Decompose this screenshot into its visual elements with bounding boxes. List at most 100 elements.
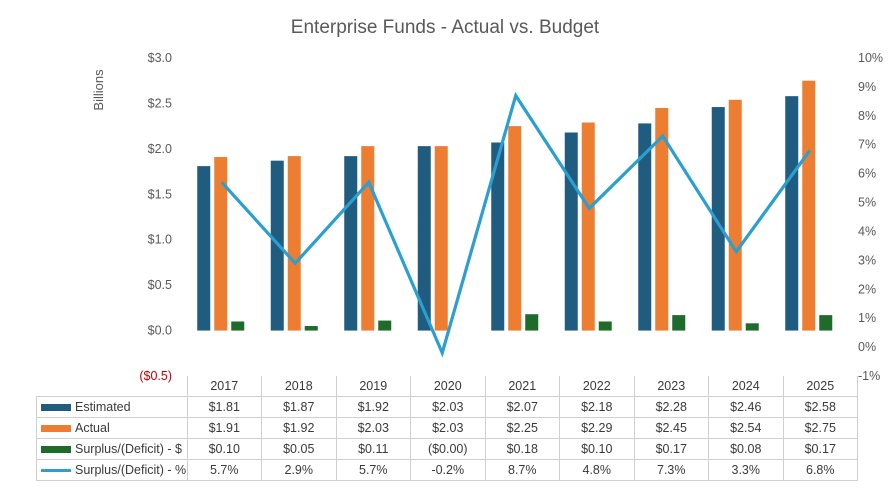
data-label: $2.29	[559, 417, 635, 439]
right-tick-label: -1%	[858, 369, 880, 383]
bar-estimated-2025	[785, 96, 799, 331]
x-tick-label: 2022	[559, 376, 635, 397]
left-tick-label: $1.0	[148, 233, 172, 247]
data-label: $2.58	[782, 396, 858, 418]
bar-surplus-deficit-2025	[819, 315, 833, 331]
data-label: $2.03	[410, 417, 486, 439]
left-tick-label: $2.0	[148, 142, 172, 156]
right-tick-label: 3%	[858, 253, 876, 267]
data-label: $2.18	[559, 396, 635, 418]
x-tick-label: 2019	[335, 376, 411, 397]
bar-actual-2019	[361, 146, 375, 331]
data-label: $2.07	[484, 396, 560, 418]
legend-entry: Actual	[36, 417, 188, 439]
data-label: $1.92	[261, 417, 337, 439]
right-tick-label: 2%	[858, 282, 876, 296]
data-label: $0.17	[633, 438, 709, 460]
bar-surplus-deficit-2017	[231, 321, 245, 331]
data-label: 7.3%	[633, 459, 709, 481]
legend-entry: Surplus/(Deficit) - $	[36, 438, 188, 460]
bar-actual-2018	[287, 156, 301, 331]
x-tick-label: 2021	[484, 376, 560, 397]
bar-surplus-deficit-2023	[672, 315, 686, 331]
bar-actual-2025	[802, 80, 816, 331]
left-tick-label: $3.0	[148, 51, 172, 65]
right-tick-label: 6%	[858, 167, 876, 181]
right-tick-label: 1%	[858, 311, 876, 325]
data-label: $2.25	[484, 417, 560, 439]
data-label: $0.10	[186, 438, 262, 460]
data-label: -0.2%	[410, 459, 486, 481]
bar-actual-2021	[508, 126, 522, 331]
left-tick-label: $0.0	[148, 324, 172, 338]
data-label: 5.7%	[186, 459, 262, 481]
bar-surplus-deficit-2019	[378, 320, 392, 331]
data-label: $1.92	[335, 396, 411, 418]
data-label: 6.8%	[782, 459, 858, 481]
data-label: ($0.00)	[410, 438, 486, 460]
data-label: 3.3%	[708, 459, 784, 481]
data-label: $2.45	[633, 417, 709, 439]
bar-estimated-2019	[344, 156, 358, 331]
bar-actual-2024	[728, 99, 742, 331]
bar-surplus-deficit-2018	[304, 326, 318, 331]
legend-label: Surplus/(Deficit) - %	[75, 463, 187, 477]
data-table: 2017 2018 2019 2020 2021 2022 2023 2024 2025 Esti…	[36, 376, 858, 481]
data-label: $0.18	[484, 438, 560, 460]
bar-estimated-2024	[711, 107, 725, 331]
data-label: $2.46	[708, 396, 784, 418]
left-tick-label: $2.5	[148, 96, 172, 110]
y-axis-label: Billions	[91, 69, 106, 111]
right-tick-label: 8%	[858, 109, 876, 123]
table-corner	[37, 376, 188, 397]
legend-entry: Surplus/(Deficit) - %	[36, 459, 188, 481]
bar-actual-2020	[434, 146, 448, 331]
right-tick-label: 9%	[858, 80, 876, 94]
legend-label: Estimated	[75, 400, 131, 414]
chart-title: Enterprise Funds - Actual vs. Budget	[291, 17, 600, 38]
bar-surplus-deficit-2024	[745, 323, 759, 331]
legend-label: Actual	[75, 421, 110, 435]
legend-swatch	[41, 469, 71, 473]
x-tick-label: 2024	[708, 376, 784, 397]
legend-swatch	[41, 425, 71, 433]
x-tick-label: 2020	[410, 376, 486, 397]
data-label: $2.75	[782, 417, 858, 439]
data-label: $0.08	[708, 438, 784, 460]
data-label: $0.05	[261, 438, 337, 460]
data-label: 4.8%	[559, 459, 635, 481]
right-tick-label: 4%	[858, 224, 876, 238]
data-label: 8.7%	[484, 459, 560, 481]
legend-swatch	[41, 446, 71, 454]
right-tick-label: 7%	[858, 138, 876, 152]
data-label: $0.17	[782, 438, 858, 460]
data-label: $1.91	[186, 417, 262, 439]
left-tick-label: $1.5	[148, 187, 172, 201]
left-tick-label: ($0.5)	[139, 369, 172, 383]
data-label: $0.10	[559, 438, 635, 460]
bar-estimated-2023	[638, 123, 652, 331]
right-tick-label: 0%	[858, 340, 876, 354]
data-label: $1.87	[261, 396, 337, 418]
data-label: 2.9%	[261, 459, 337, 481]
table-row: Actual $1.91 $1.92 $2.03 $2.03 $2.25 $2.29 $2.4…	[36, 417, 858, 439]
bar-actual-2022	[581, 122, 595, 331]
bar-estimated-2021	[491, 142, 505, 331]
table-header-row: 2017 2018 2019 2020 2021 2022 2023 2024 2025	[37, 376, 858, 397]
table-row: Surplus/(Deficit) - % 5.7% 2.9% 5.7% -0.2% 8.…	[36, 459, 858, 481]
right-tick-label: 5%	[858, 196, 876, 210]
right-tick-label: 10%	[858, 51, 883, 65]
bar-surplus-deficit-2021	[525, 314, 539, 331]
data-label: $1.81	[186, 396, 262, 418]
line-series-group	[220, 91, 812, 358]
legend-swatch	[41, 404, 71, 412]
bar-actual-2023	[655, 107, 669, 331]
bar-estimated-2017	[197, 166, 211, 331]
data-label: $2.54	[708, 417, 784, 439]
bar-actual-2017	[214, 157, 228, 331]
data-label: $2.03	[335, 417, 411, 439]
legend-label: Surplus/(Deficit) - $	[75, 442, 182, 456]
x-tick-label: 2023	[633, 376, 709, 397]
